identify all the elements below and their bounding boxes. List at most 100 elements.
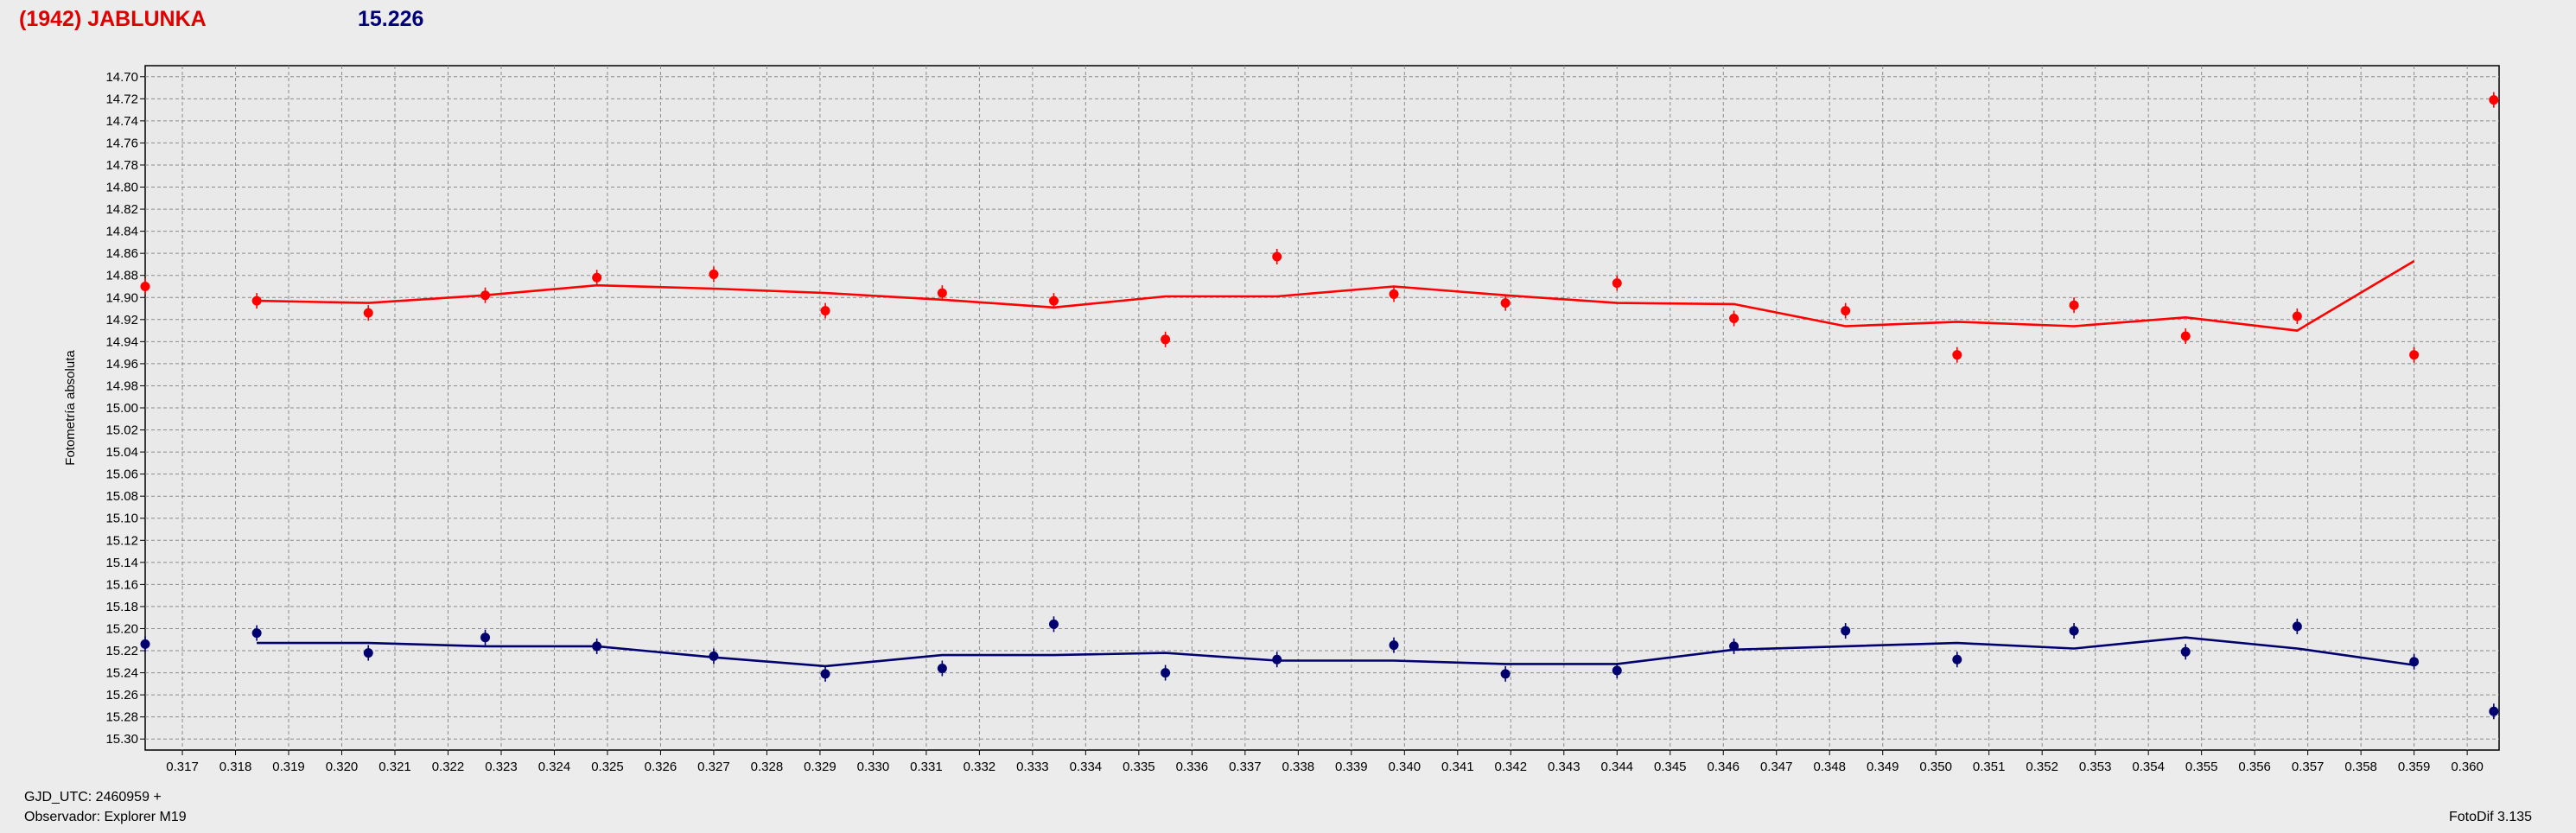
data-point <box>1952 350 1962 360</box>
y-tick-label: 15.06 <box>105 467 138 482</box>
x-tick-label: 0.356 <box>2238 760 2271 774</box>
y-tick-label: 14.98 <box>105 378 138 393</box>
reference-magnitude: 15.226 <box>358 7 424 31</box>
grid <box>145 66 2499 750</box>
data-point <box>820 306 830 316</box>
data-point <box>1389 640 1399 651</box>
x-tick-label: 0.346 <box>1707 760 1740 774</box>
data-point <box>251 628 262 639</box>
y-tick-label: 15.22 <box>105 644 138 658</box>
y-tick-label: 15.26 <box>105 688 138 703</box>
data-point <box>140 639 150 649</box>
data-point <box>1048 296 1059 306</box>
y-tick-label: 15.18 <box>105 600 138 614</box>
y-tick-label: 14.88 <box>105 269 138 283</box>
data-point <box>1161 668 1171 678</box>
data-point <box>1389 289 1399 299</box>
x-tick-label: 0.354 <box>2132 760 2165 774</box>
y-tick-label: 15.24 <box>105 666 138 681</box>
data-point <box>709 651 719 661</box>
x-tick-label: 0.343 <box>1548 760 1581 774</box>
observer-label: Observador: Explorer M19 <box>24 810 187 824</box>
data-point <box>1841 306 1851 316</box>
data-point <box>1612 665 1622 676</box>
x-tick-label: 0.349 <box>1867 760 1899 774</box>
y-tick-label: 15.30 <box>105 732 138 747</box>
x-tick-label: 0.326 <box>645 760 677 774</box>
y-tick-label: 14.84 <box>105 225 138 239</box>
x-tick-label: 0.341 <box>1441 760 1474 774</box>
x-tick-label: 0.340 <box>1389 760 1422 774</box>
data-point <box>1952 654 1962 664</box>
x-tick-label: 0.331 <box>910 760 943 774</box>
x-tick-label: 0.358 <box>2344 760 2377 774</box>
data-point <box>1500 298 1511 308</box>
data-point <box>592 272 602 283</box>
y-tick-label: 15.20 <box>105 621 138 636</box>
data-point <box>480 633 491 643</box>
data-point <box>1729 641 1740 652</box>
x-tick-label: 0.322 <box>432 760 465 774</box>
x-tick-label: 0.357 <box>2292 760 2325 774</box>
data-point <box>140 281 150 291</box>
y-tick-label: 14.74 <box>105 114 138 129</box>
series-0 <box>140 92 2499 363</box>
y-tick-label: 14.82 <box>105 202 138 217</box>
y-tick-label: 15.02 <box>105 423 138 438</box>
x-tick-label: 0.320 <box>326 760 359 774</box>
data-point <box>2069 300 2079 310</box>
data-point <box>1500 669 1511 679</box>
y-tick-label: 15.14 <box>105 556 138 570</box>
x-tick-label: 0.351 <box>1973 760 2006 774</box>
y-tick-label: 14.86 <box>105 246 138 261</box>
y-tick-label: 15.04 <box>105 445 138 460</box>
x-tick-label: 0.323 <box>485 760 518 774</box>
data-point <box>363 308 373 318</box>
x-tick-label: 0.359 <box>2398 760 2431 774</box>
y-tick-label: 14.90 <box>105 290 138 305</box>
x-tick-label: 0.324 <box>538 760 571 774</box>
data-point <box>2069 626 2079 636</box>
x-tick-label: 0.350 <box>1919 760 1952 774</box>
y-axis-label: Fotometría absoluta <box>63 350 78 466</box>
x-tick-label: 0.348 <box>1813 760 1846 774</box>
y-tick-label: 14.72 <box>105 92 138 106</box>
data-point <box>2409 350 2420 360</box>
y-tick-label: 14.76 <box>105 136 138 150</box>
x-tick-label: 0.325 <box>591 760 624 774</box>
x-tick-label: 0.355 <box>2185 760 2218 774</box>
data-point <box>480 290 491 301</box>
x-tick-label: 0.353 <box>2079 760 2112 774</box>
data-point <box>1048 619 1059 629</box>
data-point <box>820 669 830 679</box>
object-title: (1942) JABLUNKA <box>19 7 207 31</box>
x-tick-label: 0.338 <box>1282 760 1315 774</box>
data-point <box>1729 314 1740 324</box>
data-point <box>2292 621 2302 632</box>
x-tick-label: 0.328 <box>751 760 784 774</box>
x-axis-ticks: 0.317 0.318 0.319 0.320 0.321 0.322 0.323 0.324… <box>166 750 2484 774</box>
data-point <box>1272 654 1282 664</box>
x-tick-label: 0.347 <box>1760 760 1793 774</box>
y-tick-label: 14.92 <box>105 313 138 327</box>
data-point <box>1841 626 1851 636</box>
y-tick-label: 15.28 <box>105 710 138 725</box>
gjd-label: GJD_UTC: 2460959 + <box>24 790 162 804</box>
x-tick-label: 0.330 <box>857 760 890 774</box>
data-point <box>2180 331 2191 341</box>
y-tick-label: 14.70 <box>105 70 138 85</box>
y-tick-label: 14.94 <box>105 334 138 349</box>
y-tick-label: 15.10 <box>105 512 138 526</box>
data-point <box>2489 95 2499 105</box>
software-label: FotoDif 3.135 <box>2449 810 2533 824</box>
x-tick-label: 0.336 <box>1176 760 1209 774</box>
y-tick-label: 14.96 <box>105 357 138 372</box>
x-tick-label: 0.317 <box>166 760 199 774</box>
data-point <box>709 269 719 279</box>
data-point <box>2292 311 2302 321</box>
data-point <box>1161 334 1171 345</box>
series-1 <box>140 616 2499 720</box>
series-layer <box>140 92 2499 720</box>
data-point <box>1612 278 1622 289</box>
